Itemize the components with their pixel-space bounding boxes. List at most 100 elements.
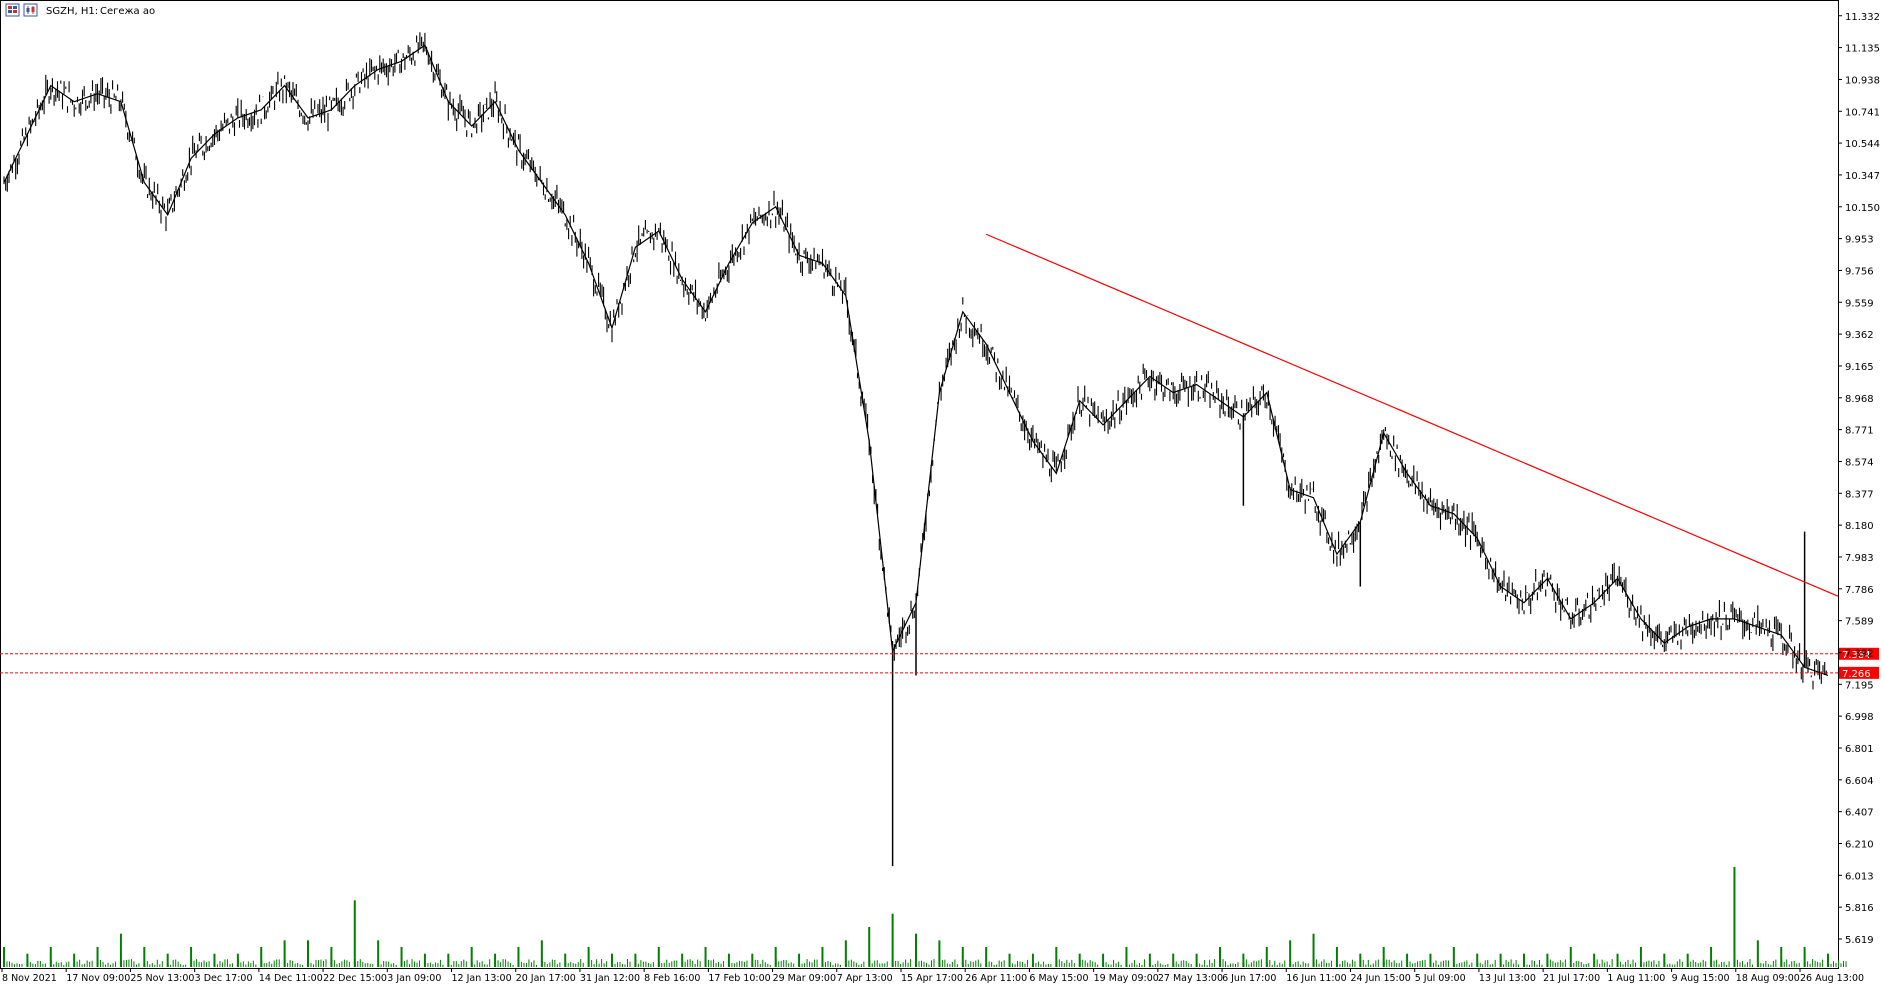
volume-bar <box>226 959 228 967</box>
x-tick-label: 25 Nov 13:00 <box>130 973 194 984</box>
price-segment <box>634 220 658 262</box>
volume-bar <box>458 964 460 967</box>
volume-bar <box>1128 964 1130 967</box>
volume-bar <box>1762 963 1764 967</box>
volume-bar <box>1840 963 1842 967</box>
volume-bar <box>146 961 148 967</box>
volume-bar <box>1393 960 1395 967</box>
volume-bar <box>1162 964 1164 967</box>
x-tick-label: 17 Nov 09:00 <box>66 973 130 984</box>
volume-bar <box>1702 959 1704 967</box>
volume-bar <box>133 961 135 967</box>
volume-bar <box>611 953 613 967</box>
volume-bar <box>575 963 577 967</box>
volume-bar <box>1019 961 1021 967</box>
volume-bar <box>1767 963 1769 967</box>
volume-bar <box>1781 959 1783 967</box>
volume-bar <box>156 959 158 967</box>
volume-bar <box>320 959 322 967</box>
volume-bar <box>6 961 8 967</box>
plot-border <box>0 0 1839 969</box>
volume-bar <box>1513 963 1515 967</box>
x-tick-label: 29 Mar 09:00 <box>773 973 836 984</box>
volume-bar <box>1289 940 1292 967</box>
volume-bar <box>907 962 909 967</box>
volume-bar <box>1645 961 1647 967</box>
volume-bar <box>1154 964 1156 967</box>
volume-bar <box>1406 953 1409 967</box>
volume-bar <box>372 964 374 967</box>
volume-bar <box>323 960 324 967</box>
volume-bar <box>713 959 715 967</box>
volume-bar <box>1341 961 1343 967</box>
volume-bar <box>845 964 847 967</box>
volume-bar <box>1845 961 1847 967</box>
volume-bar <box>1035 962 1037 967</box>
volume-bar <box>224 959 226 967</box>
volume-bar <box>1414 962 1416 967</box>
volume-bar <box>331 959 333 967</box>
bar-chart-icon[interactable] <box>5 3 20 17</box>
y-tick-label: 10.938 <box>1845 75 1880 86</box>
volume-bar <box>1055 947 1058 967</box>
volume-bar <box>1492 963 1494 967</box>
volume-bar <box>1362 959 1364 967</box>
volume-bar <box>1596 959 1598 967</box>
trendline[interactable] <box>985 233 1839 597</box>
volume-bar <box>1266 963 1268 967</box>
volume-bar <box>240 962 242 967</box>
x-tick-label: 12 Jan 13:00 <box>452 973 512 984</box>
volume-bar <box>1442 960 1444 967</box>
symbol-description: Сегежа ао <box>100 6 155 17</box>
volume-bar <box>423 953 426 967</box>
volume-bar <box>764 962 766 967</box>
volume-bar <box>689 959 691 967</box>
price-segment <box>798 242 822 276</box>
volume-bar <box>315 959 317 967</box>
volume-bar <box>406 959 408 967</box>
volume-bar <box>1323 959 1325 967</box>
volume-bar <box>980 963 982 967</box>
volume-bar <box>1318 963 1320 967</box>
volume-bar <box>196 959 198 967</box>
volume-bar <box>1419 960 1421 967</box>
volume-bar <box>591 960 593 967</box>
volume-bar <box>476 960 478 967</box>
price-segment <box>284 75 307 125</box>
x-tick-label: 21 Jul 17:00 <box>1543 973 1600 984</box>
volume-bar <box>731 962 733 967</box>
volume-bar <box>1232 963 1234 967</box>
volume-bar <box>390 963 392 967</box>
volume-bar <box>612 963 613 967</box>
volume-bar <box>967 963 969 967</box>
volume-bar <box>1066 959 1068 967</box>
price-segment <box>821 248 845 304</box>
volume-bar <box>1546 953 1549 967</box>
volume-bar <box>479 962 481 967</box>
volume-bar <box>1351 959 1353 967</box>
chart-header: SGZH, H1: Сегежа ао <box>5 3 155 17</box>
y-tick-label: 7.195 <box>1845 680 1874 691</box>
candle-chart-icon[interactable] <box>23 3 38 17</box>
volume-bar <box>76 961 78 967</box>
volume-bar <box>481 961 483 967</box>
volume-bar <box>806 959 808 967</box>
volume-bar <box>1225 961 1226 967</box>
volume-bar <box>1471 962 1473 967</box>
volume-bar <box>1149 963 1151 967</box>
volume-bar <box>377 940 380 967</box>
volume-bar <box>247 961 249 967</box>
volume-bar <box>1700 962 1702 967</box>
volume-bar <box>53 964 55 967</box>
volume-bar <box>1547 960 1549 967</box>
volume-bar <box>255 964 257 967</box>
volume-bar <box>1585 964 1587 967</box>
volume-bar <box>1235 963 1236 967</box>
volume-bar <box>401 963 403 967</box>
volume-bar <box>780 960 782 967</box>
volume-bar <box>533 960 535 967</box>
volume-bar <box>1655 964 1657 967</box>
volume-bar <box>325 959 327 967</box>
